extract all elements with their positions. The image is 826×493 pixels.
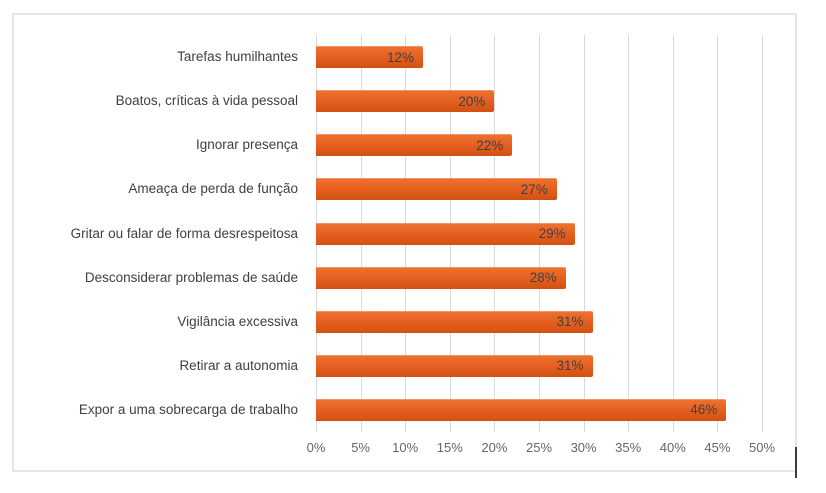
bar-5[interactable]: 28% xyxy=(316,266,566,289)
bar-value-label: 12% xyxy=(387,49,415,65)
bar-3[interactable]: 27% xyxy=(316,178,557,201)
x-tick-label-15: 15% xyxy=(436,440,463,455)
x-tick-label-30: 30% xyxy=(570,440,597,455)
bar-8[interactable]: 46% xyxy=(316,398,727,421)
x-tick-label-10: 10% xyxy=(392,440,419,455)
bar-1[interactable]: 20% xyxy=(316,90,495,113)
bar-6[interactable]: 31% xyxy=(316,310,593,333)
bar-4[interactable]: 29% xyxy=(316,222,575,245)
category-label-7: Retirar a autonomia xyxy=(179,357,298,373)
bar-value-label: 31% xyxy=(556,314,584,330)
x-tick-label-35: 35% xyxy=(615,440,642,455)
gridline-30 xyxy=(583,35,585,432)
bar-value-label: 29% xyxy=(538,226,566,241)
bar-chart-frame[interactable]: 12% 20% 22% 27% 29% 28% 31% 31% 46% Tarefas humi… xyxy=(12,13,797,472)
gridline-45 xyxy=(717,35,719,432)
x-tick-label-45: 45% xyxy=(704,440,731,455)
bar-value-label: 31% xyxy=(556,358,584,374)
bar-2[interactable]: 22% xyxy=(316,134,513,157)
gridline-35 xyxy=(628,35,630,432)
text-cursor xyxy=(795,447,797,478)
bar-value-label: 27% xyxy=(520,181,548,197)
x-tick-label-5: 5% xyxy=(351,440,370,455)
bar-value-label: 22% xyxy=(476,137,504,153)
x-tick-label-25: 25% xyxy=(525,440,553,455)
bar-value-label: 28% xyxy=(529,270,557,286)
bar-value-label: 20% xyxy=(458,93,486,109)
gridline-40 xyxy=(672,35,674,432)
bar-0[interactable]: 12% xyxy=(316,46,424,69)
x-tick-label-20: 20% xyxy=(481,440,508,455)
category-label-6: Vigilância excessiva xyxy=(177,313,298,329)
plot-area: 12% 20% 22% 27% 29% 28% 31% 31% 46% xyxy=(316,35,795,432)
category-label-5: Desconsiderar problemas de saúde xyxy=(84,269,298,285)
category-label-3: Ameaça de perda de função xyxy=(128,181,298,197)
x-tick-label-40: 40% xyxy=(659,440,686,455)
gridline-50 xyxy=(762,35,763,432)
category-label-4: Gritar ou falar de forma desrespeitosa xyxy=(70,225,298,241)
bar-7[interactable]: 31% xyxy=(316,354,593,377)
category-label-0: Tarefas humilhantes xyxy=(177,49,298,65)
x-tick-label-50: 50% xyxy=(748,440,776,455)
category-label-1: Boatos, críticas à vida pessoal xyxy=(115,93,298,109)
category-label-8: Expor a uma sobrecarga de trabalho xyxy=(78,401,298,417)
bar-value-label: 46% xyxy=(690,402,718,418)
x-tick-label-0: 0% xyxy=(306,440,326,455)
category-label-2: Ignorar presença xyxy=(195,137,298,153)
